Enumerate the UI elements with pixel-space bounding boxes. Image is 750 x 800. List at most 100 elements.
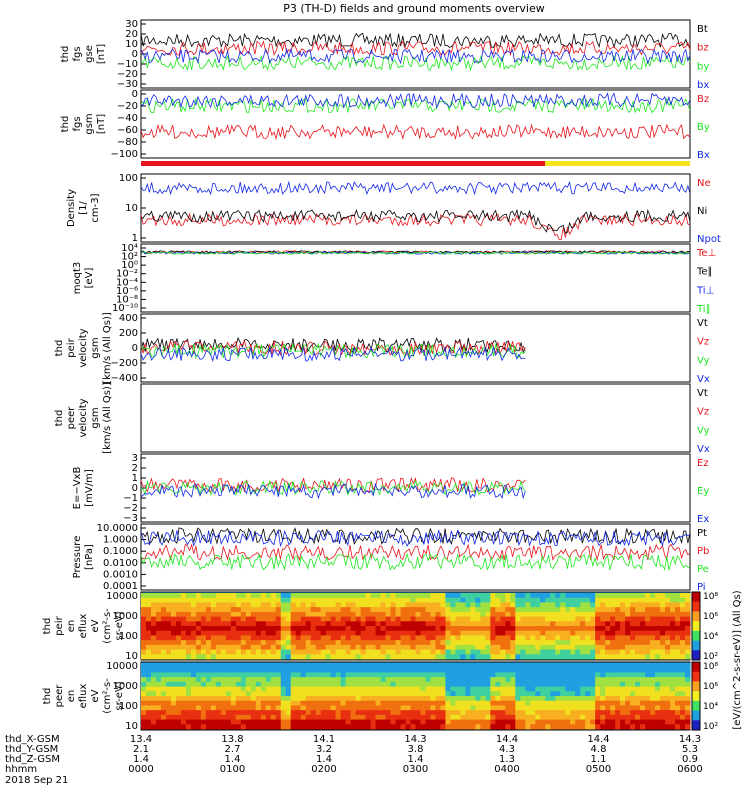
heatmap-cell bbox=[530, 686, 536, 692]
heatmap-cell bbox=[595, 719, 601, 725]
heatmap-cell bbox=[675, 700, 681, 706]
heatmap-cell bbox=[180, 667, 187, 673]
heatmap-cell bbox=[685, 607, 691, 613]
heatmap-cell bbox=[450, 696, 456, 702]
heatmap-cell bbox=[560, 672, 566, 678]
heatmap-cell bbox=[290, 593, 297, 599]
heatmap-cell bbox=[305, 621, 312, 627]
heatmap-cell bbox=[550, 626, 556, 632]
heatmap-cell bbox=[300, 640, 307, 646]
heatmap-cell bbox=[405, 611, 411, 617]
heatmap-cell bbox=[510, 649, 516, 655]
heatmap-cell bbox=[141, 714, 147, 720]
heatmap-cell bbox=[380, 710, 386, 716]
heatmap-cell bbox=[400, 649, 406, 655]
colorbar-swatch bbox=[692, 700, 700, 712]
heatmap-cell bbox=[465, 719, 471, 725]
heatmap-cell bbox=[355, 705, 361, 711]
heatmap-cell bbox=[685, 663, 691, 669]
heatmap-cell bbox=[655, 700, 661, 706]
heatmap-cell bbox=[160, 677, 167, 683]
heatmap-cell bbox=[570, 681, 576, 687]
heatmap-cell bbox=[475, 710, 481, 716]
heatmap-cell bbox=[495, 597, 501, 603]
heatmap-cell bbox=[175, 710, 182, 716]
heatmap-cell bbox=[555, 663, 561, 669]
heatmap-cell bbox=[650, 686, 656, 692]
heatmap-cell bbox=[595, 724, 601, 730]
heatmap-cell bbox=[585, 714, 591, 720]
heatmap-cell bbox=[655, 714, 661, 720]
heatmap-cell bbox=[490, 635, 496, 641]
heatmap-cell bbox=[610, 607, 616, 613]
heatmap-cell bbox=[415, 696, 421, 702]
heatmap-cell bbox=[370, 597, 376, 603]
heatmap-cell bbox=[585, 649, 591, 655]
heatmap-cell bbox=[255, 649, 262, 655]
heatmap-cell bbox=[210, 667, 217, 673]
heatmap-cell bbox=[505, 681, 511, 687]
heatmap-cell bbox=[255, 654, 262, 660]
heatmap-cell bbox=[475, 667, 481, 673]
heatmap-cell bbox=[450, 705, 456, 711]
heatmap-cell bbox=[660, 667, 666, 673]
heatmap-cell bbox=[220, 672, 227, 678]
heatmap-cell bbox=[630, 672, 636, 678]
heatmap-cell bbox=[305, 597, 312, 603]
heatmap-cell bbox=[425, 644, 431, 650]
y-axis-label-line: [1/ bbox=[78, 201, 89, 215]
heatmap-cell bbox=[565, 710, 571, 716]
heatmap-cell bbox=[205, 654, 212, 660]
heatmap-cell bbox=[660, 611, 666, 617]
heatmap-cell bbox=[600, 672, 606, 678]
heatmap-cell bbox=[370, 681, 376, 687]
heatmap-cell bbox=[640, 640, 646, 646]
heatmap-cell bbox=[340, 616, 347, 622]
heatmap-cell bbox=[405, 607, 411, 613]
heatmap-cell bbox=[435, 649, 441, 655]
heatmap-cell bbox=[450, 644, 456, 650]
heatmap-cell bbox=[540, 644, 546, 650]
heatmap-cell bbox=[605, 649, 611, 655]
colorbar-tick-label: 10⁸ bbox=[703, 662, 718, 672]
heatmap-cell bbox=[660, 630, 666, 636]
heatmap-cell bbox=[141, 686, 147, 692]
heatmap-cell bbox=[670, 663, 676, 669]
heatmap-cell bbox=[355, 630, 361, 636]
heatmap-cell bbox=[355, 681, 361, 687]
heatmap-cell bbox=[390, 719, 396, 725]
heatmap-cell bbox=[260, 593, 267, 599]
heatmap-cell bbox=[630, 640, 636, 646]
heatmap-cell bbox=[350, 719, 357, 725]
heatmap-cell bbox=[250, 644, 257, 650]
heatmap-cell bbox=[420, 700, 426, 706]
heatmap-cell bbox=[575, 677, 581, 683]
heatmap-cell bbox=[380, 691, 386, 697]
heatmap-cell bbox=[455, 663, 461, 669]
heatmap-cell bbox=[465, 635, 471, 641]
heatmap-cell bbox=[610, 649, 616, 655]
heatmap-cell bbox=[325, 635, 332, 641]
heatmap-cell bbox=[185, 607, 192, 613]
heatmap-cell bbox=[350, 649, 357, 655]
y-tick-label: 2 bbox=[132, 463, 138, 474]
heatmap-cell bbox=[515, 691, 521, 697]
heatmap-cell bbox=[205, 663, 212, 669]
heatmap-cell bbox=[510, 626, 516, 632]
heatmap-cell bbox=[585, 616, 591, 622]
heatmap-cell bbox=[380, 630, 386, 636]
heatmap-cell bbox=[355, 672, 361, 678]
heatmap-cell bbox=[255, 626, 262, 632]
x-row-label: hhmm bbox=[5, 764, 37, 775]
heatmap-cell bbox=[260, 607, 267, 613]
heatmap-cell bbox=[455, 616, 461, 622]
heatmap-cell bbox=[180, 649, 187, 655]
heatmap-cell bbox=[190, 724, 197, 730]
heatmap-cell bbox=[285, 593, 292, 599]
heatmap-cell bbox=[625, 719, 631, 725]
heatmap-cell bbox=[345, 719, 352, 725]
heatmap-cell bbox=[260, 696, 267, 702]
heatmap-cell bbox=[500, 677, 506, 683]
heatmap-cell bbox=[495, 705, 501, 711]
heatmap-cell bbox=[630, 686, 636, 692]
